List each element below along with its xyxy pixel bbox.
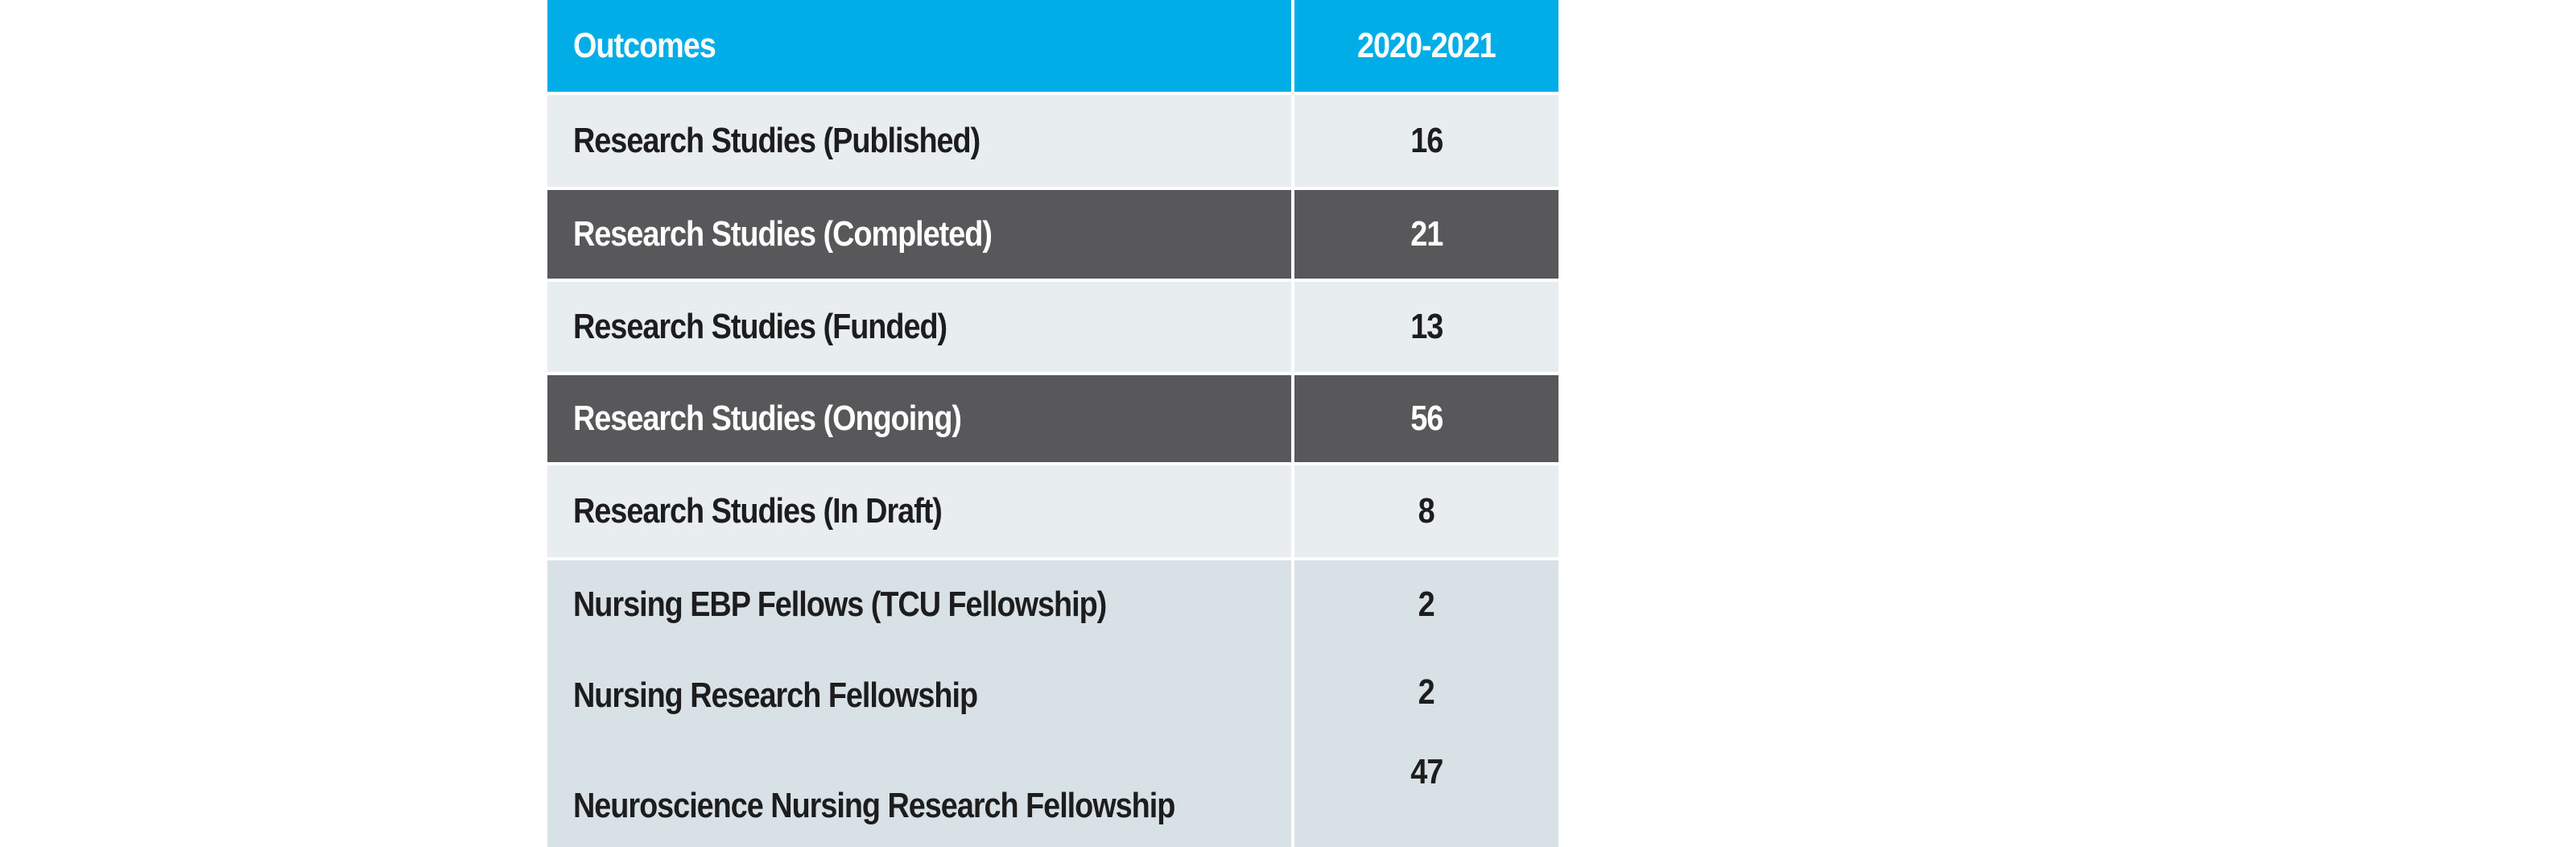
header-year-label: 2020-2021 <box>1357 26 1496 65</box>
table-header-row: Outcomes 2020-2021 <box>547 0 1558 92</box>
table-row: Neuroscience Nursing Research Fellowship… <box>547 742 1558 847</box>
row-value: 47 <box>1410 752 1443 791</box>
row-label-cell: Nursing EBP Fellows (TCU Fellowship) <box>547 560 1294 649</box>
row-label: Nursing Research Fellowship <box>573 676 978 715</box>
row-value: 21 <box>1410 214 1443 254</box>
row-label: Research Studies (In Draft) <box>573 491 943 531</box>
header-year-cell: 2020-2021 <box>1294 0 1558 92</box>
row-value: 56 <box>1410 399 1443 438</box>
table-row: Research Studies (In Draft) 8 <box>547 462 1558 557</box>
row-label: Research Studies (Published) <box>573 121 980 160</box>
row-value-cell: 56 <box>1294 375 1558 462</box>
row-value-cell: 47 <box>1294 742 1558 847</box>
row-label: Research Studies (Completed) <box>573 214 993 254</box>
row-label-cell: Research Studies (Funded) <box>547 282 1294 372</box>
row-label: Research Studies (Ongoing) <box>573 399 962 438</box>
row-label-cell: Research Studies (In Draft) <box>547 465 1294 557</box>
row-value-cell: 8 <box>1294 465 1558 557</box>
table-row: Research Studies (Completed) 21 <box>547 187 1558 279</box>
row-label-cell: Research Studies (Published) <box>547 95 1294 187</box>
header-outcomes-label: Outcomes <box>573 26 716 65</box>
row-value-cell: 2 <box>1294 649 1558 742</box>
row-value-cell: 13 <box>1294 282 1558 372</box>
row-label: Neuroscience Nursing Research Fellowship <box>573 786 1175 825</box>
outcomes-table: Outcomes 2020-2021 Research Studies (Pub… <box>547 0 1558 847</box>
row-label-cell: Research Studies (Ongoing) <box>547 375 1294 462</box>
row-value: 13 <box>1410 307 1443 346</box>
row-label-cell: Research Studies (Completed) <box>547 190 1294 279</box>
row-value-cell: 2 <box>1294 560 1558 649</box>
row-value-cell: 16 <box>1294 95 1558 187</box>
table-row: Nursing EBP Fellows (TCU Fellowship) 2 <box>547 557 1558 649</box>
header-outcomes-cell: Outcomes <box>547 0 1294 92</box>
row-value: 16 <box>1410 121 1443 160</box>
row-value: 2 <box>1418 585 1435 624</box>
row-label-cell: Nursing Research Fellowship <box>547 649 1294 742</box>
row-value-cell: 21 <box>1294 190 1558 279</box>
table-row: Research Studies (Funded) 13 <box>547 279 1558 372</box>
row-value: 8 <box>1418 491 1435 531</box>
row-label-cell: Neuroscience Nursing Research Fellowship <box>547 742 1294 847</box>
table-row: Nursing Research Fellowship 2 <box>547 649 1558 742</box>
row-value: 2 <box>1418 672 1435 712</box>
table-row: Research Studies (Published) 16 <box>547 92 1558 187</box>
table-row: Research Studies (Ongoing) 56 <box>547 372 1558 462</box>
row-label: Research Studies (Funded) <box>573 307 947 346</box>
row-label: Nursing EBP Fellows (TCU Fellowship) <box>573 585 1107 624</box>
